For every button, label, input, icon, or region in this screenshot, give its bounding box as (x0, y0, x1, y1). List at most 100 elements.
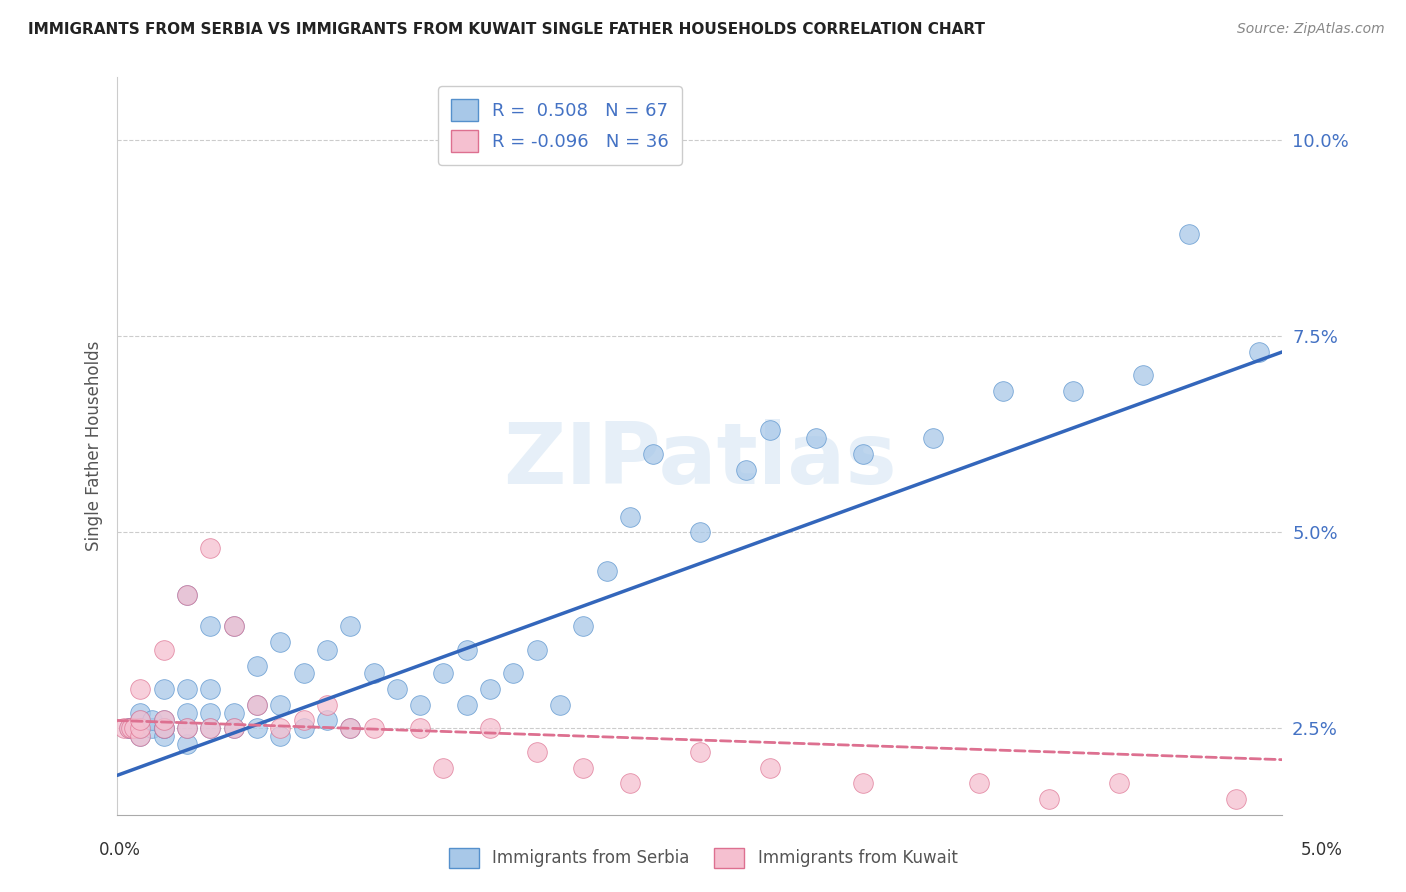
Point (432, 666, 454, 681)
Point (526, 745, 548, 759)
Point (316, 714, 339, 728)
Point (1108, 776, 1130, 790)
Text: 5.0%: 5.0% (1301, 841, 1343, 859)
Point (269, 721, 291, 735)
Point (292, 714, 315, 728)
Point (127, 721, 149, 735)
Point (269, 635, 291, 649)
Point (129, 721, 152, 735)
Point (200, 619, 222, 633)
Point (339, 721, 361, 735)
Point (176, 737, 198, 751)
Point (1178, 227, 1201, 242)
Point (432, 760, 454, 774)
Legend: Immigrants from Serbia, Immigrants from Kuwait: Immigrants from Serbia, Immigrants from … (441, 841, 965, 875)
Point (222, 706, 245, 720)
Point (112, 721, 135, 735)
Point (141, 714, 163, 728)
Point (643, 447, 665, 461)
Point (1038, 792, 1060, 806)
Point (152, 729, 174, 743)
Point (176, 588, 198, 602)
Point (852, 447, 875, 461)
Point (292, 666, 315, 681)
Point (548, 698, 571, 712)
Point (176, 721, 198, 735)
Point (806, 431, 828, 445)
Point (200, 721, 222, 735)
Point (129, 682, 152, 697)
Point (619, 776, 641, 790)
Point (735, 462, 758, 476)
Point (152, 714, 174, 728)
Text: Source: ZipAtlas.com: Source: ZipAtlas.com (1237, 22, 1385, 37)
Point (758, 423, 780, 437)
Point (152, 721, 174, 735)
Point (292, 721, 315, 735)
Point (125, 721, 148, 735)
Legend: R =  0.508   N = 67, R = -0.096   N = 36: R = 0.508 N = 67, R = -0.096 N = 36 (439, 87, 682, 165)
Point (222, 619, 245, 633)
Point (572, 619, 595, 633)
Point (1062, 384, 1084, 398)
Point (200, 706, 222, 720)
Point (222, 721, 245, 735)
Point (176, 706, 198, 720)
Point (572, 760, 595, 774)
Point (129, 714, 152, 728)
Point (120, 721, 142, 735)
Point (141, 721, 163, 735)
Point (246, 698, 269, 712)
Point (479, 721, 502, 735)
Point (129, 729, 152, 743)
Point (991, 384, 1014, 398)
Point (1247, 345, 1270, 359)
Point (129, 729, 152, 743)
Point (269, 698, 291, 712)
Y-axis label: Single Father Households: Single Father Households (86, 341, 103, 551)
Point (122, 721, 145, 735)
Point (176, 721, 198, 735)
Point (200, 541, 222, 555)
Point (152, 714, 174, 728)
Point (152, 721, 174, 735)
Point (456, 643, 478, 657)
Point (118, 721, 141, 735)
Point (246, 658, 269, 673)
Point (363, 666, 385, 681)
Point (129, 714, 152, 728)
Point (152, 682, 174, 697)
Point (129, 721, 152, 735)
Point (222, 721, 245, 735)
Point (129, 706, 152, 720)
Point (1132, 368, 1154, 383)
Point (118, 721, 141, 735)
Point (1225, 792, 1247, 806)
Point (409, 698, 432, 712)
Point (385, 682, 408, 697)
Text: IMMIGRANTS FROM SERBIA VS IMMIGRANTS FROM KUWAIT SINGLE FATHER HOUSEHOLDS CORREL: IMMIGRANTS FROM SERBIA VS IMMIGRANTS FRO… (28, 22, 986, 37)
Point (921, 431, 943, 445)
Point (363, 721, 385, 735)
Point (120, 721, 142, 735)
Point (595, 565, 617, 579)
Text: 0.0%: 0.0% (98, 841, 141, 859)
Point (689, 525, 711, 540)
Point (152, 643, 174, 657)
Point (316, 643, 339, 657)
Point (152, 721, 174, 735)
Point (758, 760, 780, 774)
Point (619, 509, 641, 524)
Point (689, 745, 711, 759)
Point (200, 682, 222, 697)
Point (409, 721, 432, 735)
Point (246, 698, 269, 712)
Text: ZIPatlas: ZIPatlas (503, 419, 897, 502)
Point (502, 666, 524, 681)
Point (456, 698, 478, 712)
Point (339, 619, 361, 633)
Point (118, 721, 141, 735)
Point (969, 776, 991, 790)
Point (222, 619, 245, 633)
Point (269, 729, 291, 743)
